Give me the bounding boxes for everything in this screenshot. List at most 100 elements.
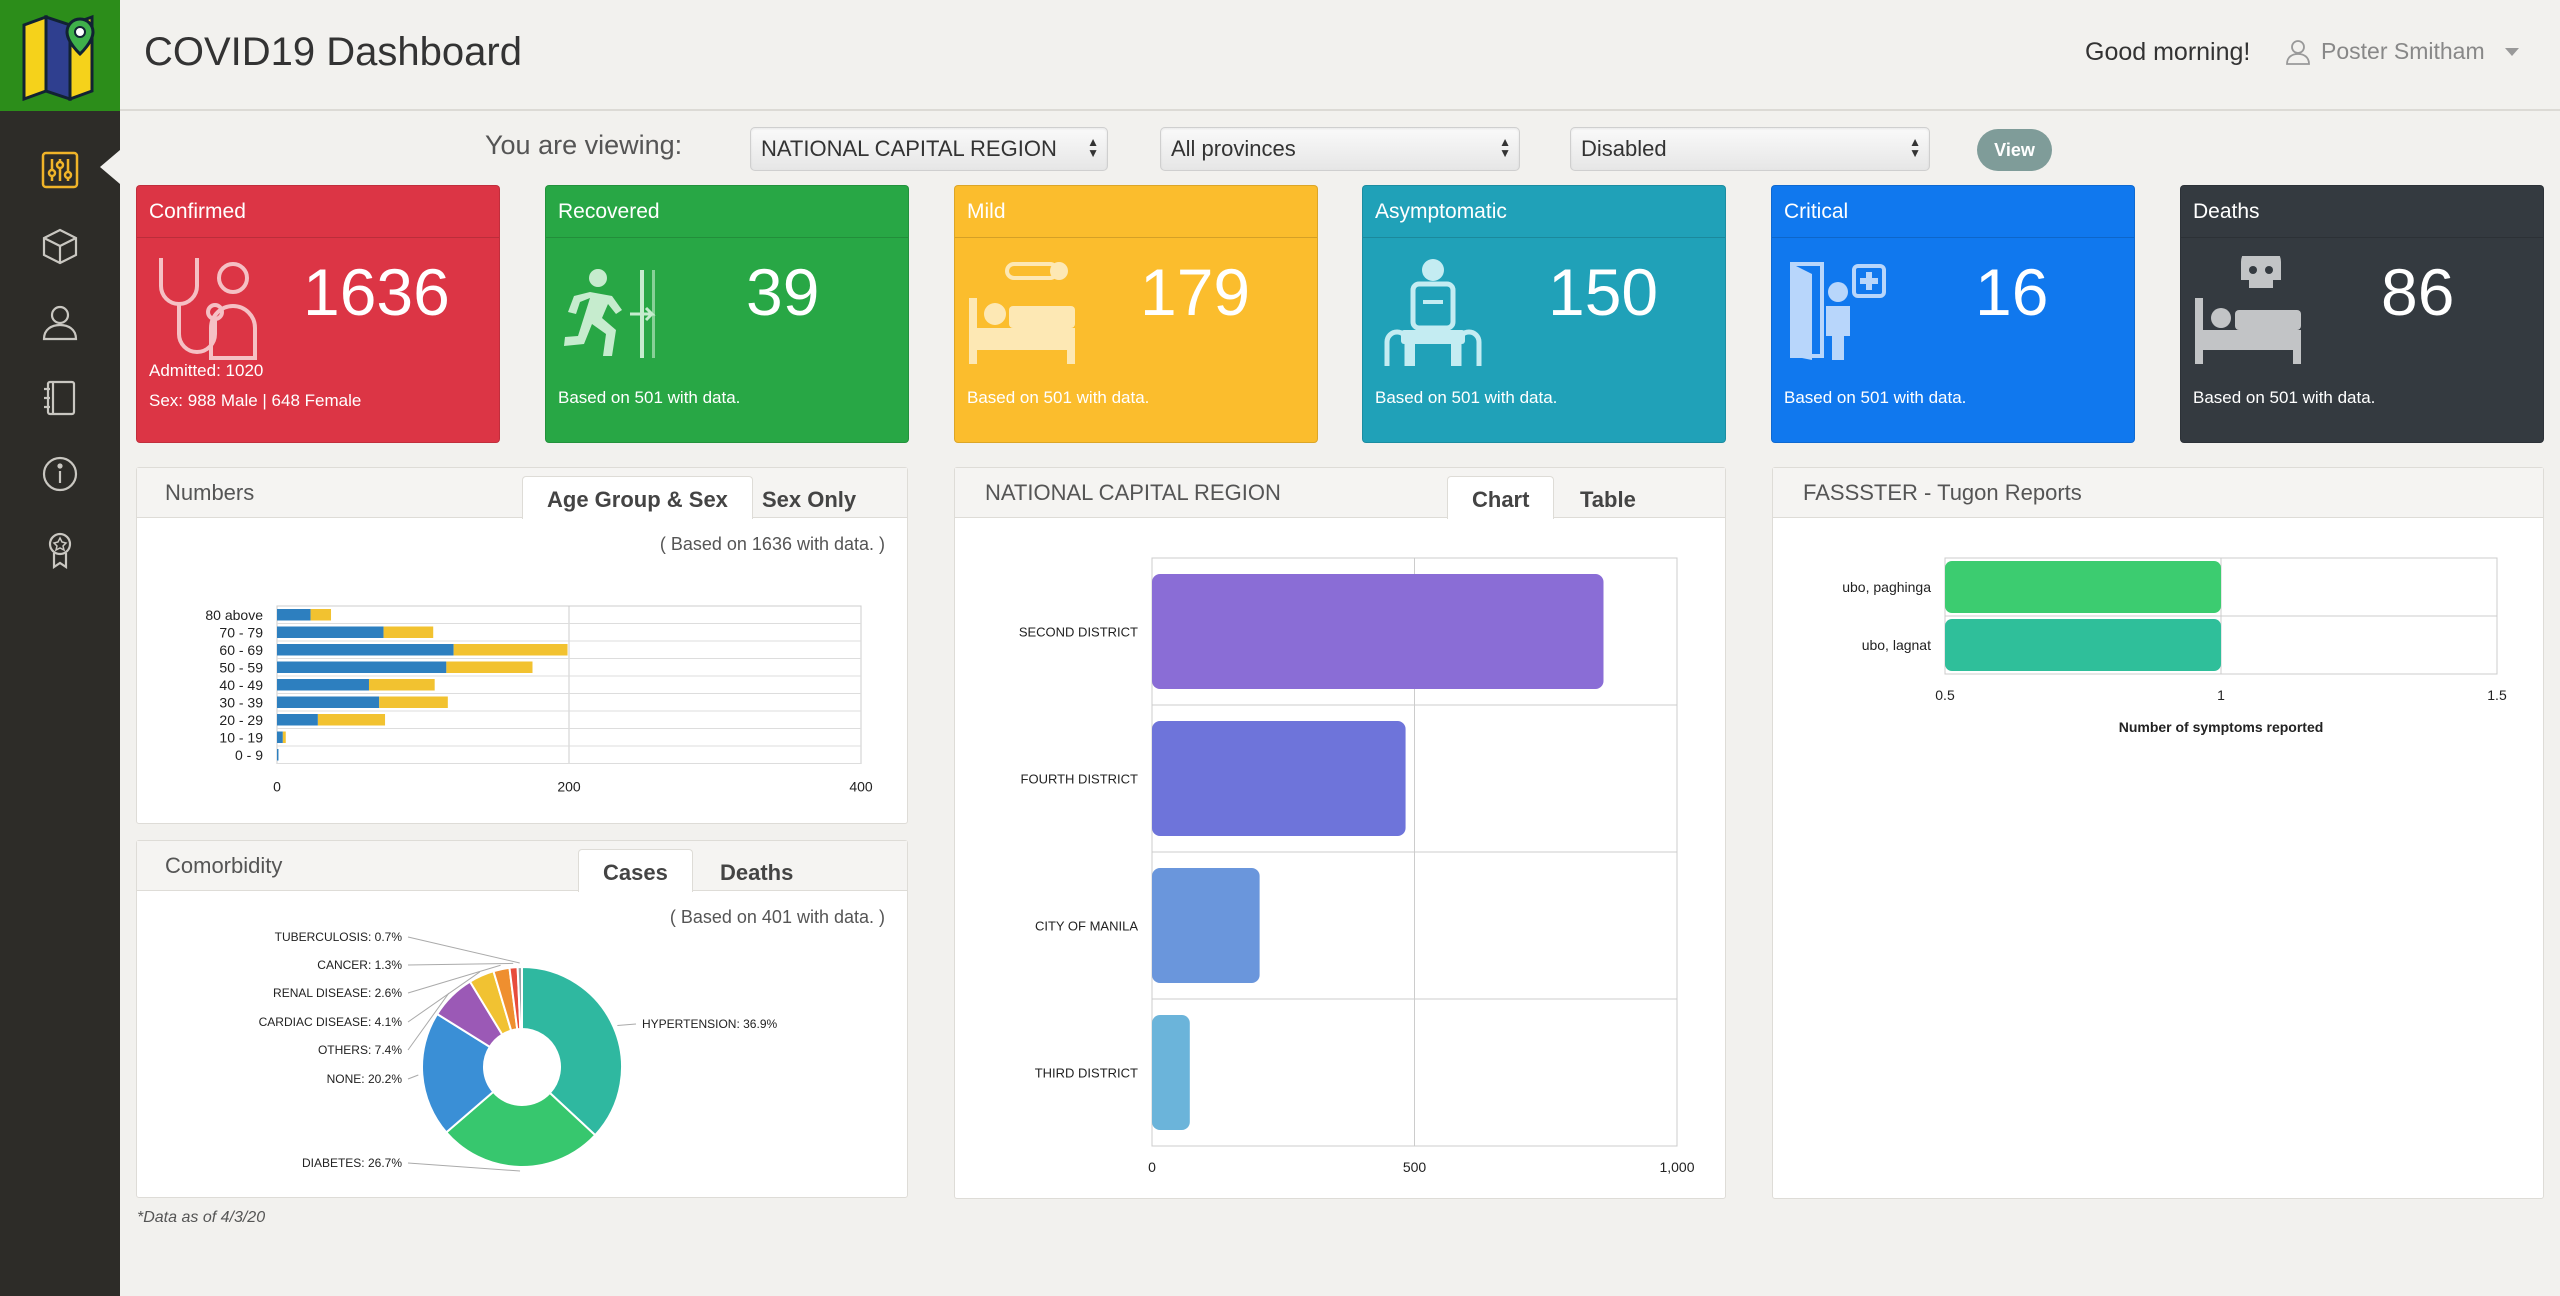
user-name: Poster Smitham [2321,38,2485,64]
slice-label: CANCER: 1.3% [317,958,402,972]
status-select-value: Disabled [1581,136,1667,161]
bar-segment [277,661,447,673]
tab-table[interactable]: Table [1580,487,1636,512]
confirmed-card: Confirmed 1636 Admitted: 1020 Sex: 988 M… [136,185,500,443]
mild-value: 179 [1140,255,1251,329]
mild-card: Mild 179 Based on 501 with data. [954,185,1318,443]
tab-chart[interactable]: Chart [1447,476,1555,519]
deaths-value: 86 [2381,255,2455,329]
top-header: COVID19 Dashboard Good morning! Poster S… [120,0,2560,111]
x-tick-label: 1.5 [2487,687,2507,703]
recovered-value: 39 [746,255,820,329]
province-select-value: All provinces [1171,136,1296,161]
filter-bar: You are viewing: NATIONAL CAPITAL REGION… [485,127,2085,177]
status-select[interactable]: Disabled ▲ ▼ [1570,127,1930,171]
bar-segment [383,626,434,638]
chevron-down-icon [2504,47,2519,56]
confirmed-value: 1636 [303,255,450,329]
bar-segment [277,679,369,691]
sidebar-item-notebook[interactable] [0,368,120,428]
region-select[interactable]: NATIONAL CAPITAL REGION ▲ ▼ [750,127,1108,171]
award-icon [48,532,72,569]
sidebar-item-filters[interactable] [0,140,120,200]
doctor-stethoscope-icon [159,258,257,360]
panel-title: Numbers [165,480,255,505]
active-nav-indicator [100,150,120,184]
critical-value: 16 [1975,255,2049,329]
province-select[interactable]: All provinces ▲ ▼ [1160,127,1520,171]
card-title: Confirmed [137,186,499,238]
logo[interactable] [0,0,120,111]
based-note: ( Based on 1636 with data. ) [659,534,885,554]
y-tick-label: 80 above [205,607,263,623]
app-title: COVID19 Dashboard [144,30,522,74]
donut-slice [421,1012,495,1134]
admitted-text: Admitted: 1020 [149,361,264,380]
slice-label: RENAL DISEASE: 2.6% [273,986,402,1000]
tab-sex-only[interactable]: Sex Only [762,487,857,512]
sidebar-item-info[interactable] [0,444,120,504]
info-icon [42,456,78,492]
bar-segment [277,714,318,726]
symptom-bar [1945,619,2221,671]
based-note: Based on 501 with data. [558,388,741,407]
recovered-card: Recovered 39 Based on 501 with data. [545,185,909,443]
panel-header: FASSSTER - Tugon Reports [1773,468,2543,518]
based-note: ( Based on 401 with data. ) [669,907,885,927]
data-date-note: *Data as of 4/3/20 [137,1209,266,1226]
bar-segment [282,731,286,743]
hospital-door-icon [1790,262,1886,360]
card-title: Deaths [2181,186,2543,238]
y-tick-label: 50 - 59 [219,659,263,675]
tab-cases[interactable]: Cases [578,849,693,892]
sidebar-item-package[interactable] [0,216,120,276]
y-tick-label: ubo, lagnat [1862,637,1931,653]
slice-label: OTHERS: 7.4% [318,1043,402,1057]
notebook-icon [44,380,76,416]
label-leader [407,962,514,966]
donut-slice [521,965,623,1137]
y-tick-label: 70 - 79 [219,624,263,640]
y-tick-label: 60 - 69 [219,642,263,658]
bar-segment [379,696,448,708]
bar-segment [277,609,311,621]
view-button[interactable]: View [1977,129,2052,171]
panel-header: NATIONAL CAPITAL REGION Chart Table [955,468,1725,519]
sidebar-item-user[interactable] [0,292,120,352]
bar-segment [453,644,568,656]
label-leader [407,971,481,1023]
based-note: Based on 501 with data. [2193,388,2376,407]
sidebar [0,0,120,1296]
region-select-value: NATIONAL CAPITAL REGION [761,136,1057,161]
y-tick-label: 40 - 49 [219,677,263,693]
critical-card: Critical 16 Based on 501 with data. [1771,185,2135,443]
panel-title: FASSSTER - Tugon Reports [1803,480,2082,505]
select-arrows-icon: ▲ ▼ [1909,135,1921,160]
select-arrows-icon: ▲ ▼ [1499,135,1511,160]
sliders-icon [41,151,79,189]
bar-segment [368,679,435,691]
slice-label: CARDIAC DISEASE: 4.1% [259,1015,403,1029]
district-bar [1152,721,1406,836]
based-note: Based on 501 with data. [1784,388,1967,407]
panel-title: NATIONAL CAPITAL REGION [985,480,1281,505]
sidebar-item-badge[interactable] [0,520,120,580]
bed-thermometer-icon [969,262,1075,364]
user-menu[interactable]: Poster Smitham [2285,38,2519,65]
bar-segment [317,714,386,726]
symptom-bar [1945,561,2221,613]
slice-label: HYPERTENSION: 36.9% [642,1017,777,1031]
card-title: Asymptomatic [1363,186,1725,238]
y-tick-label: SECOND DISTRICT [1019,625,1138,640]
panel-header: Numbers Age Group & Sex Sex Only [137,468,907,519]
bar-segment [277,731,283,743]
tab-age-group-sex[interactable]: Age Group & Sex [522,476,753,519]
asymptomatic-value: 150 [1548,255,1659,329]
x-tick-label: 500 [1403,1159,1427,1175]
card-title: Recovered [546,186,908,238]
y-tick-label: CITY OF MANILA [1035,919,1138,934]
tab-deaths[interactable]: Deaths [720,860,794,885]
bar-segment [277,696,380,708]
bar-segment [277,626,384,638]
label-leader [407,964,501,994]
